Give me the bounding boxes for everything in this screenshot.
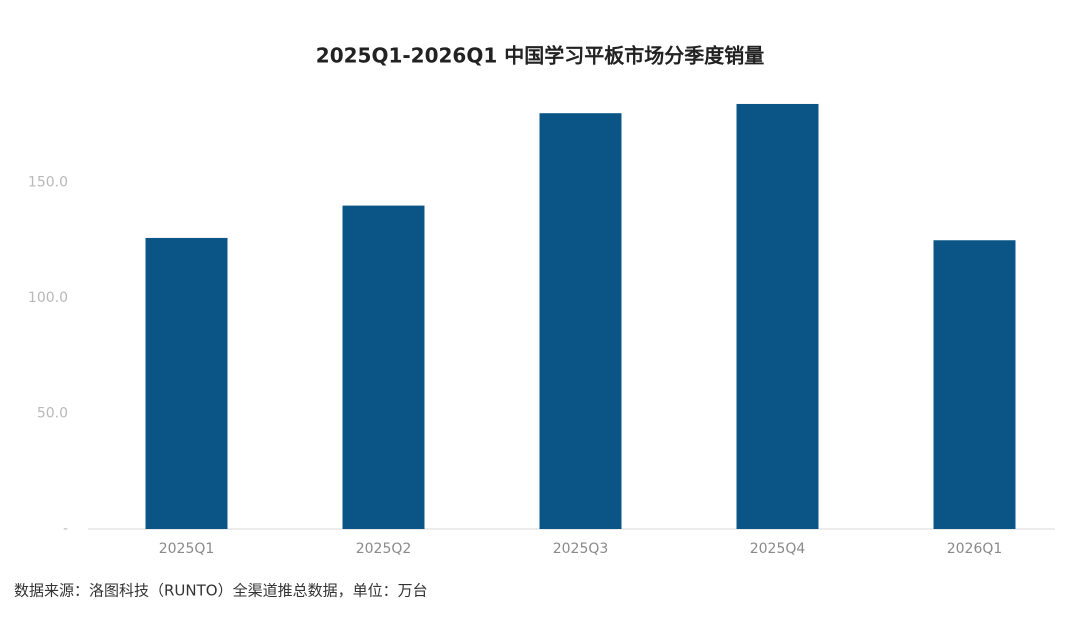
bar [539,113,622,529]
x-tick-label: 2025Q2 [356,541,412,557]
bar [342,205,425,529]
y-tick-label: 150.0 [28,175,68,191]
bar [933,240,1016,529]
y-tick-label: 50.0 [37,406,68,422]
x-tick-label: 2026Q1 [947,541,1003,557]
x-tick-label: 2025Q3 [553,541,609,557]
y-tick-label: 100.0 [28,290,68,306]
bar [145,237,228,529]
x-tick-label: 2025Q1 [159,541,215,557]
y-tick-label: - [63,521,68,537]
x-tick-label: 2025Q4 [750,541,806,557]
bar [736,103,819,530]
chart-title: 2025Q1-2026Q1 中国学习平板市场分季度销量 [316,44,764,68]
source-note: 数据来源：洛图科技（RUNTO）全渠道推总数据，单位：万台 [14,582,428,600]
